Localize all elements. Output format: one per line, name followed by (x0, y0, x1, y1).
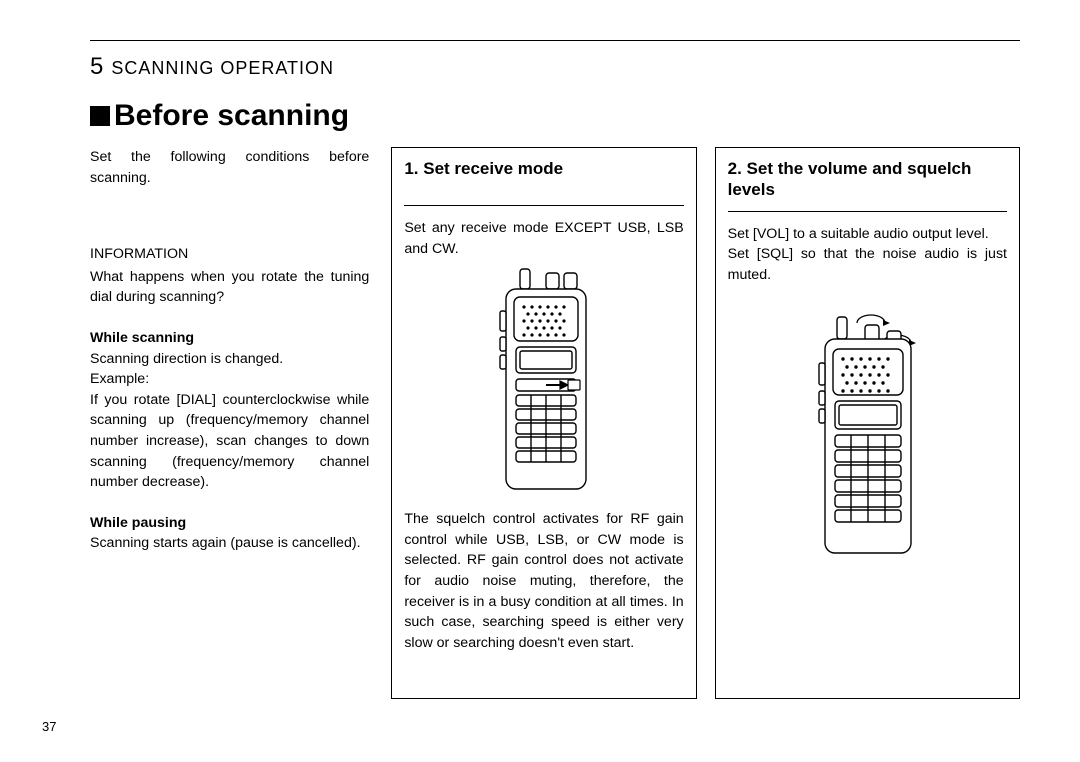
info-question: What happens when you rotate the tuning … (90, 267, 369, 308)
main-heading: Before scanning (90, 99, 1020, 133)
chapter-title: SCANNING OPERATION (111, 58, 334, 79)
while-scanning-line1: Scanning direction is changed. (90, 349, 369, 370)
box-receive-mode: 1. Set receive mode Set any receive mode… (391, 147, 696, 699)
subheading-while-pausing: While pausing (90, 513, 369, 534)
box-volume-squelch: 2. Set the volume and squelch levels Set… (715, 147, 1020, 699)
while-pausing-body: Scanning starts again (pause is cancelle… (90, 533, 369, 554)
square-bullet-icon (90, 106, 110, 126)
box1-title: 1. Set receive mode (404, 158, 683, 206)
column-intro: Set the following conditions before scan… (90, 147, 373, 699)
radio-illustration-2 (728, 295, 1007, 575)
chapter-header: 5 SCANNING OPERATION (90, 53, 1020, 81)
intro-text: Set the following conditions before scan… (90, 147, 369, 188)
subheading-while-scanning: While scanning (90, 328, 369, 349)
heading-text: Before scanning (114, 99, 349, 132)
box2-p1: Set [VOL] to a suitable audio output lev… (728, 224, 1007, 245)
columns: Set the following conditions before scan… (90, 147, 1020, 699)
box1-p2: The squelch control activates for RF gai… (404, 509, 683, 653)
information-label: INFORMATION (90, 244, 369, 265)
box1-p1: Set any receive mode EXCEPT USB, LSB and… (404, 218, 683, 259)
page-number: 37 (42, 719, 56, 734)
box2-title: 2. Set the volume and squelch levels (728, 158, 1007, 212)
chapter-number: 5 (90, 53, 103, 81)
box2-p2: Set [SQL] so that the noise audio is jus… (728, 244, 1007, 285)
top-rule (90, 40, 1020, 41)
radio-illustration-1 (404, 259, 683, 509)
while-scanning-line2: Example: (90, 369, 369, 390)
while-scanning-body: If you rotate [DIAL] counterclockwise wh… (90, 390, 369, 493)
